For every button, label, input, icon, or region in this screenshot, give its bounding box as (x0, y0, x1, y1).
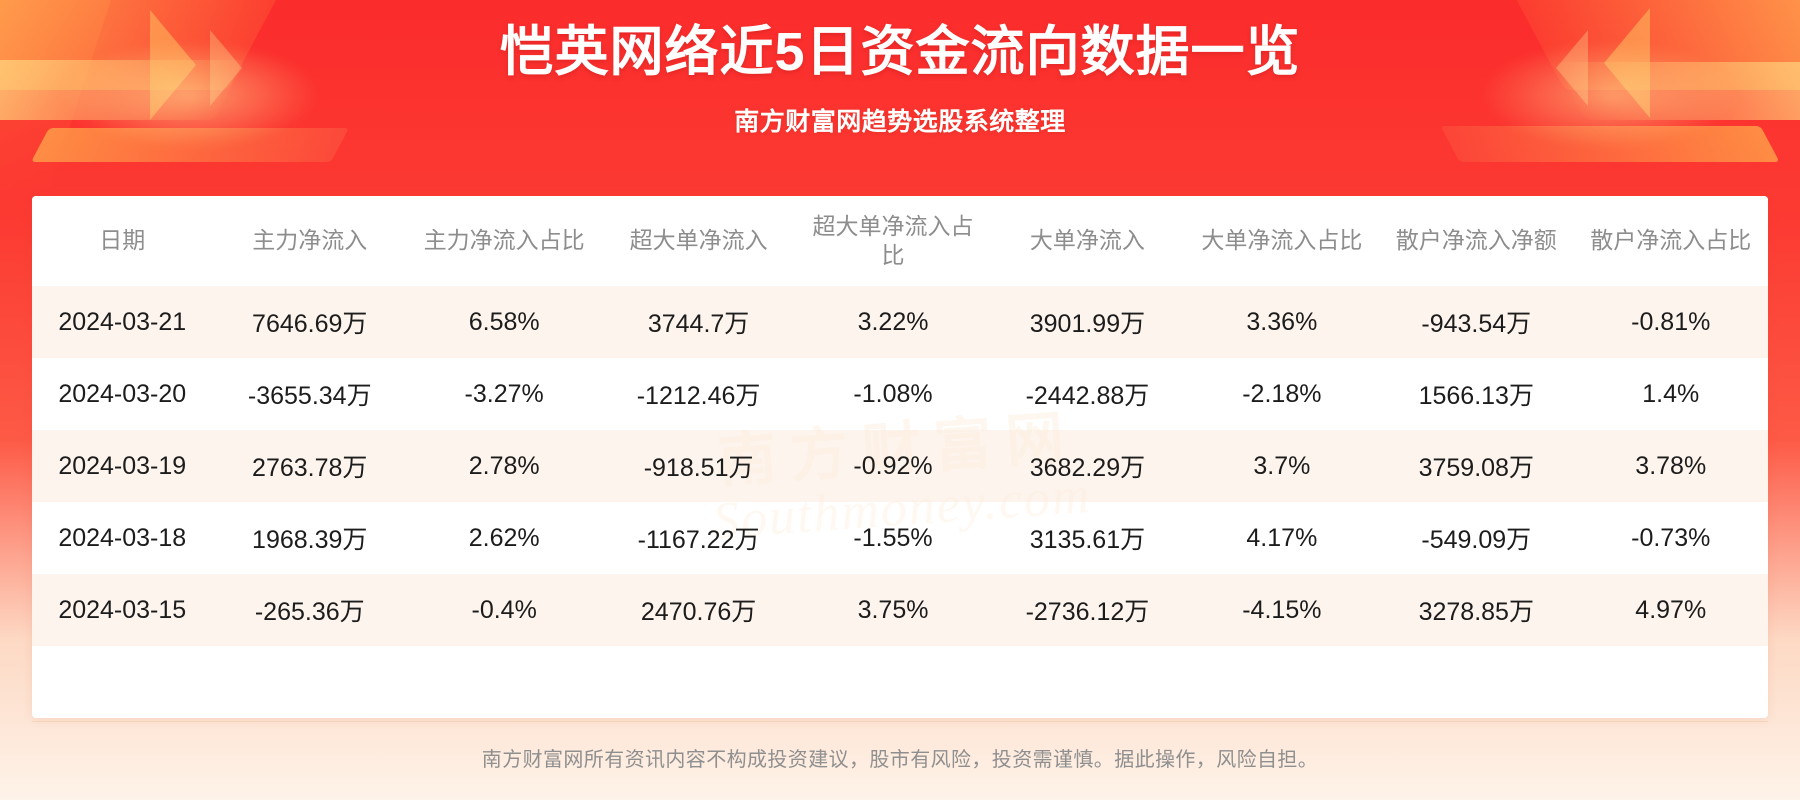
column-header-super-net: 超大单净流入 (601, 196, 796, 286)
cell-large-pct: 3.7% (1184, 430, 1380, 502)
cell-super-net: -1167.22万 (601, 502, 796, 574)
cell-main-pct: -0.4% (406, 574, 602, 646)
cell-retail-net: 1566.13万 (1379, 358, 1574, 430)
cell-large-net: 3682.29万 (990, 430, 1185, 502)
column-header-main-pct: 主力净流入占比 (406, 196, 602, 286)
cell-retail-pct: -0.81% (1573, 286, 1768, 358)
cell-main-pct: 2.62% (406, 502, 602, 574)
cell-main-pct: 2.78% (406, 430, 602, 502)
cell-large-net: 3901.99万 (990, 286, 1185, 358)
disclaimer-text: 南方财富网所有资讯内容不构成投资建议，股市有风险，投资需谨慎。据此操作，风险自担… (481, 749, 1319, 771)
column-header-large-pct: 大单净流入占比 (1184, 196, 1380, 286)
cell-retail-pct: 4.97% (1573, 574, 1768, 646)
cell-large-net: -2736.12万 (990, 574, 1185, 646)
table-row: 2024-03-15 -265.36万 -0.4% 2470.76万 3.75%… (32, 574, 1768, 646)
column-header-date: 日期 (32, 196, 213, 286)
cell-super-net: 3744.7万 (601, 286, 796, 358)
page-subtitle: 南方财富网趋势选股系统整理 (734, 108, 1066, 137)
data-table-card: 南方财富网 Southmoney.com 日期 主力净流入 主力净流入占比 超大… (32, 196, 1768, 718)
cell-retail-net: -943.54万 (1379, 286, 1574, 358)
cell-large-net: 3135.61万 (990, 502, 1185, 574)
cell-main-net: -3655.34万 (212, 358, 407, 430)
column-header-large-net: 大单净流入 (990, 196, 1185, 286)
cell-date: 2024-03-20 (32, 358, 213, 430)
cell-retail-net: 3278.85万 (1379, 574, 1574, 646)
cell-date: 2024-03-15 (32, 574, 213, 646)
cell-main-net: 1968.39万 (212, 502, 407, 574)
column-header-super-pct: 超大单净流入占比 (795, 196, 991, 286)
cell-main-net: -265.36万 (212, 574, 407, 646)
table-row: 2024-03-19 2763.78万 2.78% -918.51万 -0.92… (32, 430, 1768, 502)
cell-main-pct: -3.27% (406, 358, 602, 430)
cell-super-pct: -1.55% (795, 502, 991, 574)
cell-super-pct: -0.92% (795, 430, 991, 502)
cell-large-pct: 3.36% (1184, 286, 1380, 358)
footer-divider (32, 721, 1768, 722)
cell-super-net: 2470.76万 (601, 574, 796, 646)
cell-main-net: 2763.78万 (212, 430, 407, 502)
cell-main-pct: 6.58% (406, 286, 602, 358)
column-header-main-net: 主力净流入 (212, 196, 407, 286)
cell-large-pct: -4.15% (1184, 574, 1380, 646)
cell-super-pct: 3.75% (795, 574, 991, 646)
cell-retail-net: 3759.08万 (1379, 430, 1574, 502)
cell-super-net: -1212.46万 (601, 358, 796, 430)
fund-flow-table: 日期 主力净流入 主力净流入占比 超大单净流入 超大单净流入占比 大单净流入 大… (32, 196, 1768, 646)
table-row: 2024-03-21 7646.69万 6.58% 3744.7万 3.22% … (32, 286, 1768, 358)
table-row: 2024-03-20 -3655.34万 -3.27% -1212.46万 -1… (32, 358, 1768, 430)
cell-date: 2024-03-21 (32, 286, 213, 358)
cell-date: 2024-03-18 (32, 502, 213, 574)
cell-retail-pct: 1.4% (1573, 358, 1768, 430)
header-block: 恺英网络近5日资金流向数据一览 南方财富网趋势选股系统整理 (0, 0, 1800, 138)
cell-retail-pct: -0.73% (1573, 502, 1768, 574)
table-body: 2024-03-21 7646.69万 6.58% 3744.7万 3.22% … (32, 286, 1768, 646)
cell-super-pct: 3.22% (795, 286, 991, 358)
column-header-retail-net: 散户净流入净额 (1379, 196, 1574, 286)
cell-retail-pct: 3.78% (1573, 430, 1768, 502)
table-row: 2024-03-18 1968.39万 2.62% -1167.22万 -1.5… (32, 502, 1768, 574)
table-header-row: 日期 主力净流入 主力净流入占比 超大单净流入 超大单净流入占比 大单净流入 大… (32, 196, 1768, 286)
cell-super-net: -918.51万 (601, 430, 796, 502)
cell-main-net: 7646.69万 (212, 286, 407, 358)
cell-retail-net: -549.09万 (1379, 502, 1574, 574)
cell-large-pct: 4.17% (1184, 502, 1380, 574)
cell-date: 2024-03-19 (32, 430, 213, 502)
column-header-retail-pct: 散户净流入占比 (1573, 196, 1768, 286)
cell-large-pct: -2.18% (1184, 358, 1380, 430)
table-header: 日期 主力净流入 主力净流入占比 超大单净流入 超大单净流入占比 大单净流入 大… (32, 196, 1768, 286)
cell-large-net: -2442.88万 (990, 358, 1185, 430)
cell-super-pct: -1.08% (795, 358, 991, 430)
page-title: 恺英网络近5日资金流向数据一览 (499, 22, 1301, 82)
